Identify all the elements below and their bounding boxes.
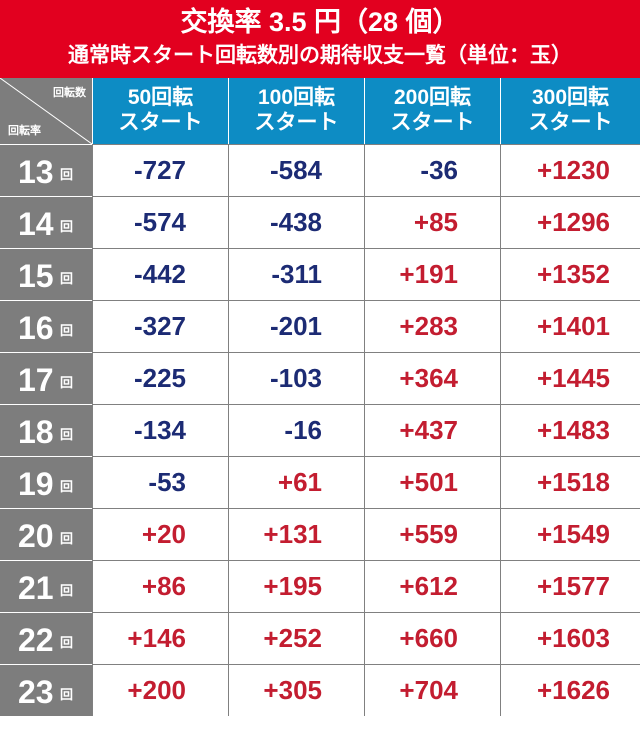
value-cell: +195 — [228, 560, 364, 612]
value-cell: -327 — [92, 300, 228, 352]
row-rate-unit: 回 — [60, 375, 74, 390]
expected-value-table: 回転数 回転率 50回転 スタート 100回転 スタート 200回転 スタート 300回転ス… — [0, 78, 640, 731]
row-header: 15 回 — [0, 248, 92, 300]
row-header: 20 回 — [0, 508, 92, 560]
value-cell: +437 — [364, 404, 500, 456]
value-cell: +1518 — [500, 456, 640, 508]
column-header-line2: スタート — [118, 111, 203, 134]
value-cell: -442 — [92, 248, 228, 300]
row-header: 19 回 — [0, 456, 92, 508]
column-header: 300回転 スタート — [500, 78, 640, 144]
row-rate-number: 23 — [18, 674, 54, 710]
value-cell: +85 — [364, 196, 500, 248]
row-header: 22 回 — [0, 612, 92, 664]
row-rate-unit: 回 — [60, 427, 74, 442]
value-cell: -438 — [228, 196, 364, 248]
row-header: 18 回 — [0, 404, 92, 456]
corner-label-spins: 回転数 — [53, 87, 86, 99]
row-rate-unit: 回 — [60, 271, 74, 286]
value-cell: +1603 — [500, 612, 640, 664]
value-cell: +1483 — [500, 404, 640, 456]
column-header: 50回転 スタート — [92, 78, 228, 144]
value-cell: -225 — [92, 352, 228, 404]
value-cell: -574 — [92, 196, 228, 248]
value-cell: +20 — [92, 508, 228, 560]
row-rate-number: 21 — [18, 570, 54, 606]
value-cell: -103 — [228, 352, 364, 404]
row-rate-number: 20 — [18, 518, 54, 554]
value-cell: +1626 — [500, 664, 640, 716]
row-rate-unit: 回 — [60, 687, 74, 702]
row-rate-unit: 回 — [60, 635, 74, 650]
value-cell: +559 — [364, 508, 500, 560]
table-corner: 回転数 回転率 — [0, 78, 92, 144]
value-cell: -36 — [364, 144, 500, 196]
value-cell: +191 — [364, 248, 500, 300]
value-cell: +1577 — [500, 560, 640, 612]
row-header: 14 回 — [0, 196, 92, 248]
corner-label-rate: 回転率 — [8, 125, 41, 137]
row-rate-number: 14 — [18, 206, 54, 242]
value-cell: +660 — [364, 612, 500, 664]
column-header: 200回転 スタート — [364, 78, 500, 144]
diagonal-divider — [0, 78, 92, 144]
row-rate-unit: 回 — [60, 219, 74, 234]
value-cell: -16 — [228, 404, 364, 456]
row-header: 13 回 — [0, 144, 92, 196]
row-header: 16 回 — [0, 300, 92, 352]
value-cell: +1401 — [500, 300, 640, 352]
row-rate-unit: 回 — [60, 323, 74, 338]
page-subtitle: 通常時スタート回転数別の期待収支一覧（単位：玉） — [68, 44, 572, 67]
value-cell: -727 — [92, 144, 228, 196]
row-rate-number: 17 — [18, 362, 54, 398]
value-cell: +501 — [364, 456, 500, 508]
row-rate-number: 19 — [18, 466, 54, 502]
value-cell: +1549 — [500, 508, 640, 560]
title-banner: 交換率 3.5 円（28 個） 通常時スタート回転数別の期待収支一覧（単位：玉） — [0, 0, 640, 78]
row-header: 21 回 — [0, 560, 92, 612]
value-cell: -584 — [228, 144, 364, 196]
row-rate-number: 22 — [18, 622, 54, 658]
value-cell: +1445 — [500, 352, 640, 404]
column-header-line1: 100回転 — [257, 86, 336, 109]
value-cell: +1296 — [500, 196, 640, 248]
row-rate-number: 13 — [18, 154, 54, 190]
value-cell: +146 — [92, 612, 228, 664]
row-rate-number: 16 — [18, 310, 54, 346]
value-cell: +305 — [228, 664, 364, 716]
value-cell: -53 — [92, 456, 228, 508]
value-cell: +1230 — [500, 144, 640, 196]
row-rate-unit: 回 — [60, 531, 74, 546]
column-header-line2: スタート — [390, 111, 475, 134]
value-cell: +200 — [92, 664, 228, 716]
row-header: 17 回 — [0, 352, 92, 404]
value-cell: +704 — [364, 664, 500, 716]
value-cell: +283 — [364, 300, 500, 352]
row-rate-number: 18 — [18, 414, 54, 450]
row-header: 23 回 — [0, 664, 92, 716]
column-header-line1: 200回転 — [393, 86, 472, 109]
column-header-line1: 50回転 — [127, 86, 194, 109]
page-title: 交換率 3.5 円（28 個） — [180, 7, 460, 37]
value-cell: +86 — [92, 560, 228, 612]
column-header-line2: スタート — [528, 111, 613, 134]
column-header-line1: 300回転 — [531, 86, 610, 109]
value-cell: -134 — [92, 404, 228, 456]
value-cell: +612 — [364, 560, 500, 612]
row-rate-number: 15 — [18, 258, 54, 294]
value-cell: +1352 — [500, 248, 640, 300]
column-header-line2: スタート — [254, 111, 339, 134]
value-cell: +131 — [228, 508, 364, 560]
row-rate-unit: 回 — [60, 479, 74, 494]
value-cell: +61 — [228, 456, 364, 508]
value-cell: -311 — [228, 248, 364, 300]
column-header: 100回転 スタート — [228, 78, 364, 144]
value-cell: -201 — [228, 300, 364, 352]
row-rate-unit: 回 — [60, 167, 74, 182]
row-rate-unit: 回 — [60, 583, 74, 598]
value-cell: +364 — [364, 352, 500, 404]
value-cell: +252 — [228, 612, 364, 664]
